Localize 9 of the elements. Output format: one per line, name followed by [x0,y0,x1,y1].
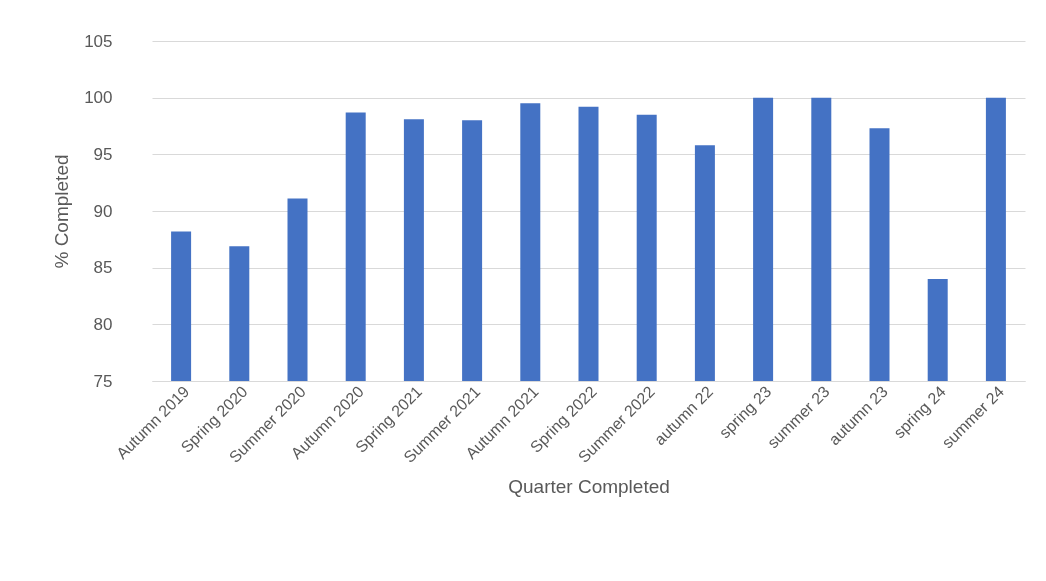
y-tick-label: 85 [93,258,113,278]
y-axis-title: % Completed [51,154,73,269]
x-axis-title: Quarter Completed [508,475,670,497]
y-tick-label: 105 [84,31,113,51]
y-tick-label: 90 [93,201,113,221]
y-tick-label: 80 [93,314,113,334]
y-tick-label: 95 [93,144,113,164]
y-tick-label: 100 [84,88,113,108]
y-tick-label: 75 [93,371,113,391]
